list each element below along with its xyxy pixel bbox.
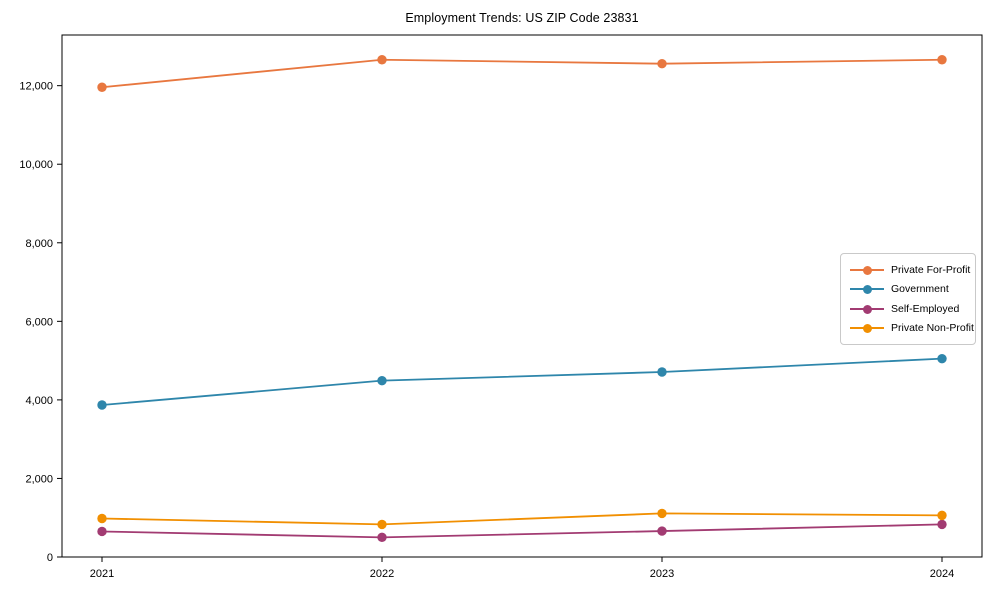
y-tick-label: 10,000 [19, 159, 53, 171]
data-point [657, 58, 667, 69]
series-line [101, 512, 943, 526]
y-tick-label: 6,000 [25, 316, 53, 328]
x-tick-label: 2023 [650, 568, 674, 580]
series-private-for-profit [97, 55, 947, 92]
series-line [101, 58, 943, 89]
x-tick-label: 2022 [370, 568, 394, 580]
series-private-non-profit [97, 508, 947, 530]
data-point [377, 375, 387, 386]
series-line [101, 523, 943, 539]
legend: Private For-Profit Government Self-Employe… [840, 253, 976, 345]
chart-title: Employment Trends: US ZIP Code 23831 [405, 11, 639, 25]
data-point [97, 526, 107, 537]
legend-item-self-employed: Self-Employed [850, 300, 967, 318]
legend-label: Self-Employed [891, 302, 960, 315]
legend-label: Private For-Profit [891, 264, 971, 276]
series-self-employed [97, 519, 947, 543]
data-point [937, 519, 947, 530]
y-tick-label: 0 [47, 552, 53, 564]
legend-item-government: Government [850, 280, 967, 298]
x-tick-label: 2024 [930, 568, 954, 580]
legend-marker-icon [850, 323, 884, 333]
y-tick-label: 2,000 [25, 473, 53, 485]
data-point [97, 513, 107, 524]
data-point [657, 508, 667, 519]
data-point [657, 367, 667, 377]
series-line [101, 357, 943, 406]
data-point [657, 526, 667, 536]
legend-marker-icon [850, 304, 884, 314]
plot-border [61, 34, 983, 558]
data-point [377, 55, 387, 65]
data-point [937, 55, 947, 65]
y-tick-label: 12,000 [19, 81, 53, 93]
data-point [937, 353, 947, 364]
data-point [97, 400, 107, 410]
legend-marker-icon [850, 265, 884, 275]
data-point [377, 519, 387, 530]
legend-marker-icon [850, 284, 884, 295]
y-tick-label: 4,000 [25, 395, 53, 407]
data-point [97, 82, 107, 92]
x-tick-label: 2021 [90, 568, 114, 580]
legend-label: Private Non-Profit [891, 321, 974, 334]
y-tick-label: 8,000 [25, 238, 53, 250]
data-point [377, 532, 387, 543]
series-government [97, 353, 947, 410]
data-point [937, 510, 947, 521]
legend-item-private-for-profit: Private For-Profit [850, 261, 971, 279]
legend-label: Government [891, 283, 949, 296]
legend-item-private-non-profit: Private Non-Profit [850, 319, 974, 337]
